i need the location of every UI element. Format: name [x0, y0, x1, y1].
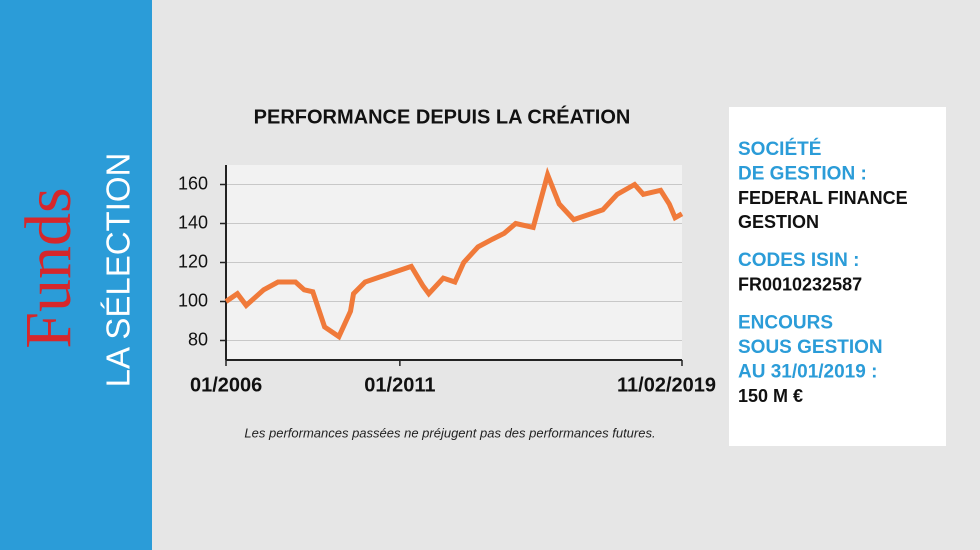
brand-subtitle: LA SÉLECTION	[100, 153, 137, 388]
info-box	[729, 107, 946, 446]
info-label: CODES ISIN :	[738, 250, 859, 271]
info-label: SOCIÉTÉ	[738, 138, 821, 160]
x-tick-label: 11/02/2019	[617, 374, 716, 396]
plot: 80 100 120 140 160 01/2006 01/2011 11/02/2019	[178, 165, 716, 396]
y-tick-label: 160	[178, 173, 208, 193]
info-value: FEDERAL FINANCE	[738, 188, 908, 208]
y-tick-label: 80	[188, 329, 208, 349]
y-tick-label: 140	[178, 212, 208, 232]
data-line	[224, 166, 684, 341]
info-label: AU 31/01/2019 :	[738, 362, 877, 383]
info: SOCIÉTÉ DE GESTION : FEDERAL FINANCE GESTIO…	[738, 138, 908, 406]
brand: Funds	[12, 187, 85, 348]
info-value: 150 M €	[738, 386, 803, 406]
info-value: FR0010232587	[738, 274, 862, 294]
sidebar	[0, 0, 152, 550]
x-tick-label: 01/2011	[364, 374, 435, 396]
info-label: DE GESTION :	[738, 164, 867, 185]
info-label: SOUS GESTION	[738, 337, 883, 358]
y-tick-label: 120	[178, 251, 208, 271]
footnote: Les performances passées ne préjugent pa…	[244, 425, 655, 440]
chart-title: PERFORMANCE DEPUIS LA CRÉATION	[254, 105, 631, 128]
y-tick-label: 100	[178, 290, 208, 310]
info-value: GESTION	[738, 212, 819, 232]
x-tick-label: 01/2006	[190, 374, 262, 396]
info-label: ENCOURS	[738, 313, 833, 334]
